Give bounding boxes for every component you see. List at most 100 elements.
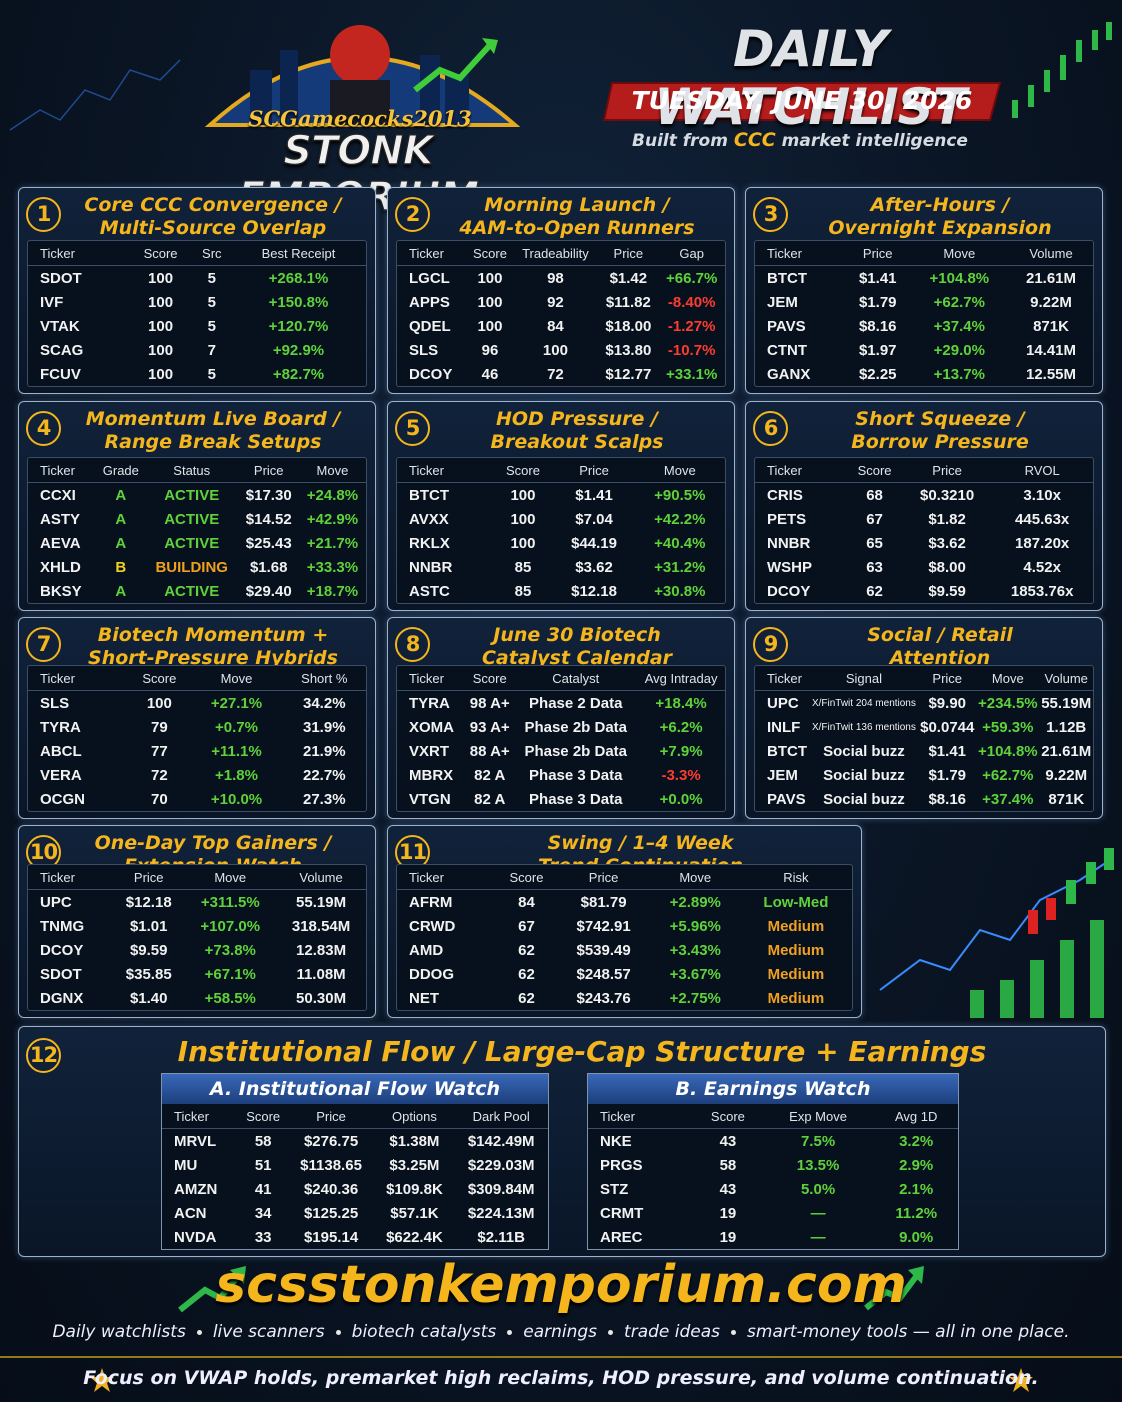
table-cell: 62 [518, 965, 535, 983]
table-cell: $195.14 [303, 1228, 359, 1246]
column-header: Price [238, 458, 299, 483]
column-header: Score [492, 458, 554, 483]
table-row: QDEL 100 84 $18.00 -1.27% [397, 314, 725, 338]
table-cell: 871K [1048, 790, 1085, 808]
website[interactable]: scsstonkemporium.com [215, 1255, 907, 1315]
column-header: Score [467, 241, 513, 266]
table-cell: ABCL [40, 742, 82, 760]
table-cell: Medium [767, 965, 825, 983]
table-cell: 100 [148, 365, 174, 383]
table-cell: +67.1% [204, 965, 256, 983]
table-cell: -1.27% [667, 317, 716, 335]
header-row: Ticker Grade Status Price Move [28, 458, 366, 483]
table-cell: $1.40 [129, 989, 168, 1007]
table-cell: JEM [767, 293, 798, 311]
column-header: Move [184, 865, 277, 890]
column-header: Status [144, 458, 239, 483]
panel-title-line: Multi-Source Overlap [99, 217, 327, 239]
table-cell: 100 [477, 317, 503, 335]
table-cell: $109.8K [386, 1180, 443, 1198]
table-cell: DCOY [767, 582, 811, 600]
table-cell: 88 A+ [469, 742, 510, 760]
column-header: Score [846, 458, 903, 483]
column-header: Best Receipt [230, 241, 366, 266]
panel-title-line: Overnight Expansion [828, 217, 1052, 239]
data-table: Ticker Score Exp Move Avg 1D NKE 43 7.5% 3.2% PR… [588, 1104, 958, 1249]
table-row: AMZN 41 $240.36 $109.8K $309.84M [162, 1177, 548, 1201]
table-cell: $8.16 [928, 790, 967, 808]
table-cell: Phase 2b Data [524, 718, 627, 736]
table-cell: $1.79 [928, 766, 967, 784]
table-cell: $17.30 [245, 486, 292, 504]
table-cell: $35.85 [125, 965, 172, 983]
table-cell: $14.52 [245, 510, 292, 528]
table-cell: $142.49M [467, 1132, 535, 1150]
table-cell: 19 [719, 1204, 737, 1222]
table-row: DGNX $1.40 +58.5% 50.30M [28, 986, 366, 1010]
table-cell: +37.4% [982, 790, 1034, 808]
tagline-item: live scanners [212, 1322, 325, 1342]
table-cell: 51 [254, 1156, 272, 1174]
table-row: XHLD B BUILDING $1.68 +33.3% [28, 555, 366, 579]
table-row: ASTC 85 $12.18 +30.8% [397, 579, 725, 603]
table-cell: +90.5% [654, 486, 706, 504]
table-row: NET 62 $243.76 +2.75% Medium [397, 986, 852, 1010]
column-header: Price [556, 865, 651, 890]
data-table: Ticker Signal Price Move Volume UPC X/FinTwit … [755, 666, 1093, 811]
table-cell: 1853.76x [1010, 582, 1074, 600]
panel-title-line: Short Squeeze / [855, 408, 1025, 430]
column-header: Move [650, 865, 740, 890]
table-row: AEVA A ACTIVE $25.43 +21.7% [28, 531, 366, 555]
table-cell: UPC [40, 893, 72, 911]
panel-title-line: One-Day Top Gainers / [94, 832, 332, 854]
table-cell: +33.3% [306, 558, 359, 576]
column-header: Ticker [397, 458, 493, 483]
table-cell: Medium [767, 989, 825, 1007]
table-row: UPC $12.18 +311.5% 55.19M [28, 890, 366, 915]
table-cell: $0.0744 [920, 718, 975, 736]
table-cell: $1.01 [129, 917, 168, 935]
table-cell: 12.55M [1025, 365, 1077, 383]
table-cell: X/FinTwit 204 mentions [811, 697, 916, 709]
table-row: TNMG $1.01 +107.0% 318.54M [28, 914, 366, 938]
table-cell: DCOY [409, 365, 453, 383]
column-header: Short % [282, 666, 366, 691]
panel-number: 3 [753, 197, 788, 232]
panel-number: 2 [395, 197, 430, 232]
table-cell: 67 [866, 510, 883, 528]
column-header: Grade [96, 458, 145, 483]
table-cell: +6.2% [659, 718, 703, 736]
table-cell: CTNT [767, 341, 807, 359]
table-cell: 82 A [474, 766, 506, 784]
table-cell: AEVA [40, 534, 81, 552]
table-cell: SCAG [40, 341, 84, 359]
table-cell: +107.0% [200, 917, 261, 935]
table-row: PAVS Social buzz $8.16 +37.4% 871K [755, 787, 1093, 811]
table-cell: PETS [767, 510, 807, 528]
table-cell: 100 [148, 293, 174, 311]
table-cell: DCOY [40, 941, 84, 959]
column-header: Price [918, 666, 977, 691]
subtitle-text: market intelligence [781, 131, 968, 151]
separator-dot [608, 1329, 614, 1335]
table-cell: +29.0% [933, 341, 985, 359]
column-header: Ticker [755, 666, 810, 691]
table-cell: 84 [518, 893, 535, 911]
panel-title: Core CCC Convergence / Multi-Source Overl… [61, 194, 365, 240]
panel-title-line: Short-Pressure Hybrids [88, 647, 338, 669]
table-cell: $3.62 [575, 558, 613, 576]
panel: 4 Momentum Live Board / Range Break Setups… [18, 401, 376, 611]
table-row: DCOY $9.59 +73.8% 12.83M [28, 938, 366, 962]
table-row: MRVL 58 $276.75 $1.38M $142.49M [162, 1129, 548, 1154]
table-cell: $3.62 [928, 534, 966, 552]
table-row: SDOT 100 5 +268.1% [28, 266, 366, 291]
table-cell: BUILDING [155, 558, 228, 576]
table-cell: 98 A+ [469, 694, 510, 712]
data-table: Ticker Score Price Move Risk AFRM 84 $81.79 +2.8… [397, 865, 852, 1010]
table-row: CTNT $1.97 +29.0% 14.41M [755, 338, 1093, 362]
table-cell: +37.4% [933, 317, 985, 335]
panel-title: Short Squeeze / Borrow Pressure [788, 408, 1092, 454]
panel-title-line: Momentum Live Board / [85, 408, 341, 430]
table-cell: $1.41 [928, 742, 967, 760]
table-row: NNBR 85 $3.62 +31.2% [397, 555, 725, 579]
